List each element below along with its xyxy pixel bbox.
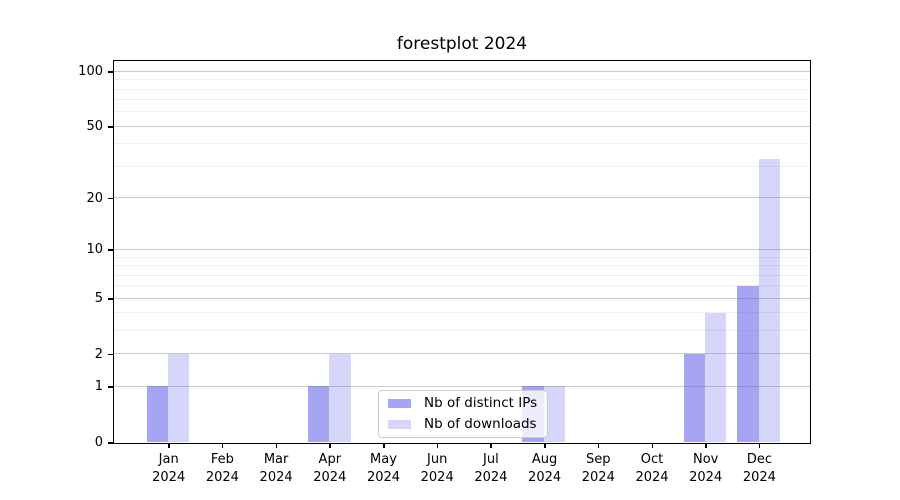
legend-label-downloads: Nb of downloads <box>424 416 537 432</box>
gridline-minor <box>114 256 810 258</box>
gridline-minor <box>114 274 810 276</box>
x-tick-label-oct: Oct 2024 <box>635 452 669 485</box>
gridline-minor <box>114 111 810 113</box>
x-tick-mark <box>221 442 224 448</box>
y-tick-label: 1 <box>94 379 103 395</box>
bar-distinct-ips-jan <box>146 386 169 442</box>
y-tick-mark <box>108 386 113 388</box>
x-tick-mark <box>705 442 707 448</box>
gridline-minor <box>114 285 810 287</box>
legend-label-ips: Nb of distinct IPs <box>424 395 538 411</box>
y-tick-mark <box>108 298 113 300</box>
x-tick-mark <box>329 442 331 448</box>
y-tick-mark <box>108 353 113 356</box>
x-tick-label-dec: Dec 2024 <box>742 452 776 485</box>
gridline-minor <box>114 99 810 101</box>
x-tick-label-jun: Jun 2024 <box>420 452 454 485</box>
legend-swatch-downloads <box>388 420 411 429</box>
gridline-minor <box>114 79 810 81</box>
chart-title: forestplot 2024 <box>396 34 528 54</box>
gridline-minor <box>114 265 810 267</box>
legend-swatch-ips <box>388 399 411 408</box>
x-tick-label-mar: Mar 2024 <box>259 452 293 485</box>
bar-downloads-dec <box>758 158 781 442</box>
y-tick-mark <box>108 71 113 73</box>
gridline-major <box>114 125 810 127</box>
gridline-major <box>114 70 810 72</box>
legend-item-distinct-ips: Nb of distinct IPs <box>379 394 547 413</box>
y-tick-label: 20 <box>86 190 103 206</box>
gridline-minor <box>114 143 810 145</box>
y-tick-label: 50 <box>86 119 103 135</box>
x-tick-mark <box>758 442 761 448</box>
bar-downloads-apr <box>329 353 351 442</box>
gridline-minor <box>114 165 810 167</box>
y-tick-label: 10 <box>86 242 103 258</box>
x-tick-label-apr: Apr 2024 <box>313 452 347 485</box>
y-tick-mark <box>108 126 113 128</box>
x-tick-label-aug: Aug 2024 <box>528 452 562 485</box>
gridline-major <box>114 297 810 299</box>
bar-downloads-aug <box>544 386 566 442</box>
x-tick-label-may: May 2024 <box>366 452 401 485</box>
y-tick-mark <box>108 442 113 444</box>
x-tick-mark <box>275 442 278 448</box>
gridline-major <box>114 353 810 355</box>
bar-distinct-ips-nov <box>683 353 706 442</box>
bar-distinct-ips-dec <box>737 285 759 442</box>
gridline-major <box>114 385 810 387</box>
legend-item-downloads: Nb of downloads <box>379 415 547 434</box>
x-tick-mark <box>597 442 600 448</box>
legend: Nb of distinct IPs Nb of downloads <box>378 390 548 438</box>
x-tick-label-jul: Jul 2024 <box>474 452 508 485</box>
x-tick-mark <box>436 442 439 448</box>
gridline-major <box>114 197 810 199</box>
x-tick-mark <box>383 442 385 448</box>
y-tick-label: 0 <box>94 435 103 450</box>
x-tick-label-sep: Sep 2024 <box>581 452 615 485</box>
plot-area <box>113 60 811 444</box>
y-tick-label: 100 <box>78 64 103 80</box>
y-tick-label: 5 <box>94 291 103 307</box>
x-tick-mark <box>651 442 653 448</box>
y-tick-mark <box>108 249 113 251</box>
x-tick-label-feb: Feb 2024 <box>205 452 239 485</box>
bar-downloads-jan <box>168 353 190 442</box>
bar-distinct-ips-apr <box>307 386 330 442</box>
x-tick-mark <box>168 442 170 448</box>
gridline-major <box>114 248 810 250</box>
bar-downloads-nov <box>705 312 727 442</box>
x-tick-mark <box>544 442 546 448</box>
x-tick-label-nov: Nov 2024 <box>689 452 723 485</box>
x-tick-label-jan: Jan 2024 <box>152 452 186 485</box>
gridline-minor <box>114 88 810 90</box>
y-tick-label: 2 <box>94 346 103 362</box>
gridline-minor <box>114 330 810 332</box>
y-tick-mark <box>108 197 113 200</box>
x-tick-mark <box>490 442 492 448</box>
gridline-minor <box>114 312 810 314</box>
